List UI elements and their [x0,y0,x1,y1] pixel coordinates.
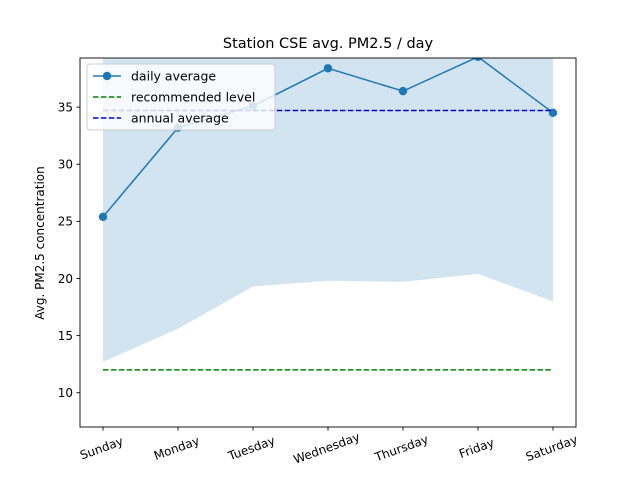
data-point-daily-average-thursday [398,86,408,96]
data-point-daily-average-friday [473,58,483,62]
chart-title: Station CSE avg. PM2.5 / day [223,36,434,52]
legend-marker-daily-average [102,71,112,81]
y-tick-label: 10 [58,386,73,400]
data-point-daily-average-wednesday [323,64,333,73]
y-tick-label: 35 [58,100,73,114]
legend-box [86,63,276,131]
legend-label-annual-average: annual average [131,111,229,126]
y-tick-label: 15 [58,329,73,343]
y-tick-label: 20 [58,272,73,286]
confidence-band [103,58,553,362]
data-point-daily-average-sunday [98,212,108,221]
legend: daily average recommended level annual ave… [86,63,276,131]
y-axis-label: Avg. PM2.5 concentration [33,166,47,319]
y-tick-label: 25 [58,215,73,229]
legend-label-recommended-level: recommended level [131,90,255,105]
y-tick-label: 30 [58,158,73,172]
legend-label-daily-average: daily average [131,69,216,84]
